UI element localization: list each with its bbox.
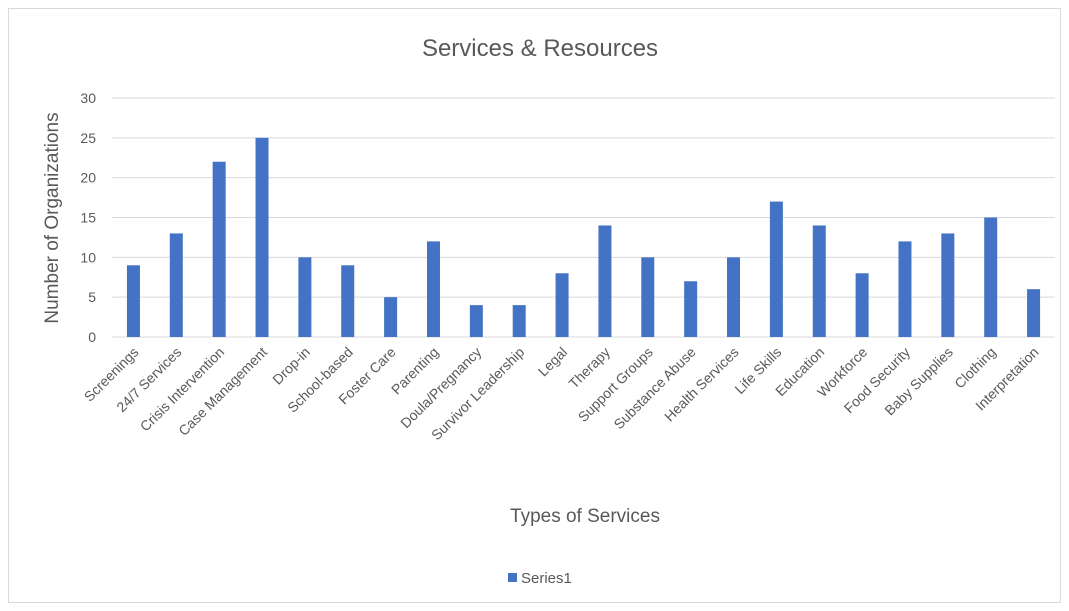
bar [384, 297, 398, 337]
legend: Series1 [508, 570, 572, 587]
y-tick-label: 25 [80, 130, 96, 146]
bar [212, 161, 226, 337]
x-axis-title: Types of Services [510, 506, 660, 527]
bar [855, 273, 869, 337]
bar [255, 137, 269, 337]
bars [126, 137, 1041, 337]
chart-title: Services & Resources [422, 35, 658, 62]
x-tick-label: Health Services [661, 344, 742, 425]
bar [984, 217, 998, 337]
y-tick-label: 20 [80, 170, 96, 186]
bar [727, 257, 741, 337]
bar [684, 281, 698, 337]
bar [298, 257, 312, 337]
bar [898, 241, 912, 337]
bar [941, 233, 955, 337]
y-tick-label: 30 [80, 90, 96, 106]
bar [1027, 289, 1041, 337]
y-axis-ticks: 0 5 10 15 20 25 30 [80, 90, 96, 345]
bar [126, 265, 140, 337]
bar [426, 241, 440, 337]
gridlines [112, 97, 1055, 338]
y-tick-label: 10 [80, 249, 96, 265]
chart-frame [8, 8, 1061, 603]
y-tick-label: 0 [88, 329, 96, 345]
bar [769, 201, 783, 337]
x-tick-label: Legal [535, 344, 571, 380]
bar [341, 265, 355, 337]
bar [469, 305, 483, 337]
legend-swatch [508, 573, 517, 582]
bar [512, 305, 526, 337]
y-tick-label: 5 [88, 289, 96, 305]
bar [812, 225, 826, 337]
y-axis-title: Number of Organizations [42, 112, 63, 323]
bar [169, 233, 183, 337]
y-tick-label: 15 [80, 210, 96, 226]
bar [641, 257, 655, 337]
x-tick-label: Support Groups [575, 344, 656, 425]
legend-label: Series1 [521, 570, 572, 587]
bar [598, 225, 612, 337]
bar [555, 273, 569, 337]
